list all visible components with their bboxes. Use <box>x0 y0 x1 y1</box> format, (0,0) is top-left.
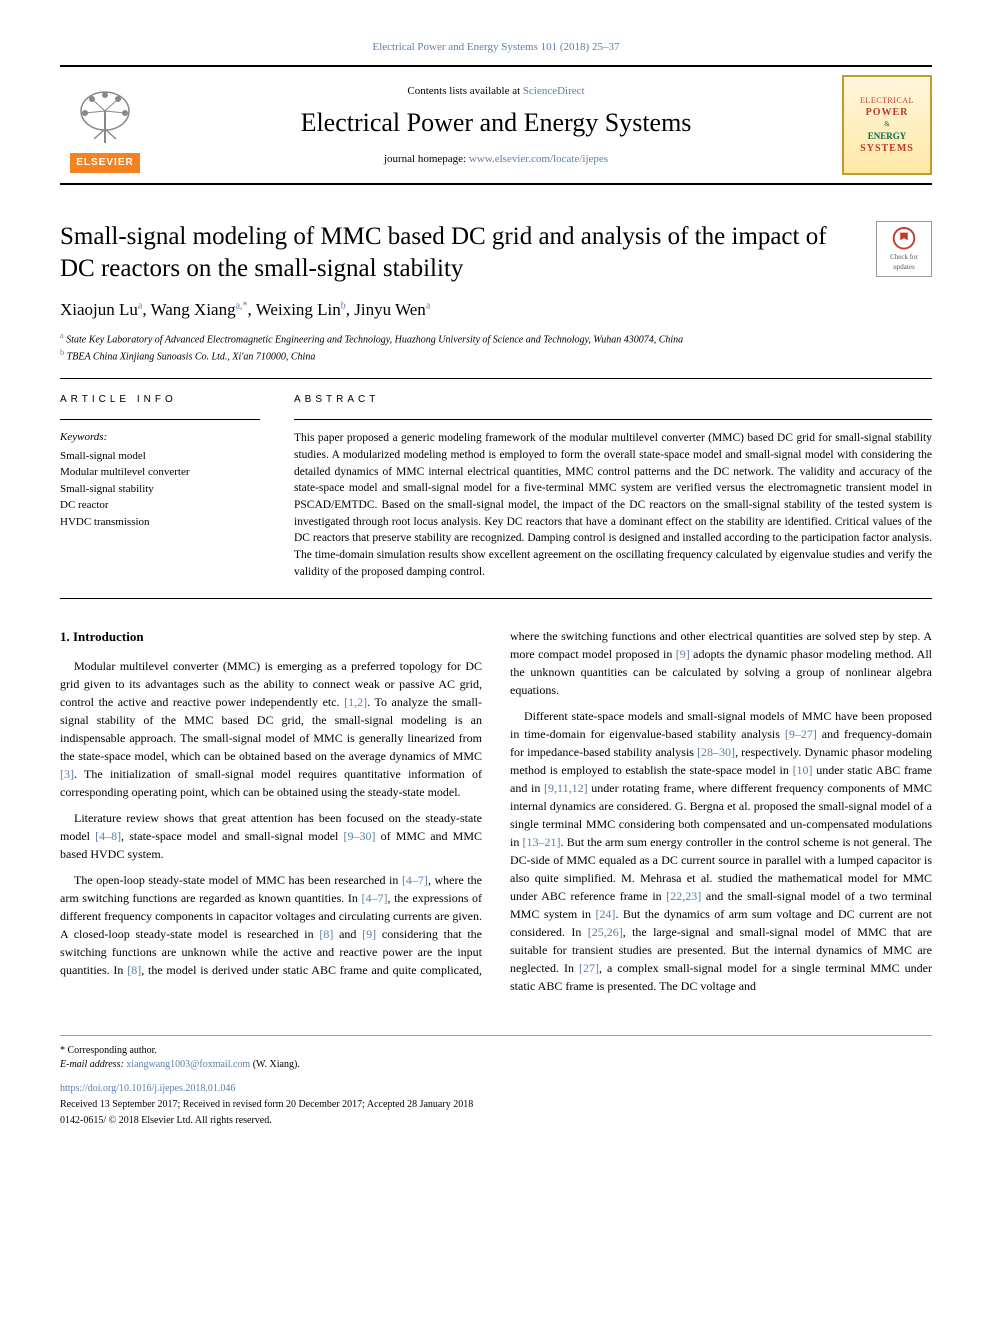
journal-reference-line: Electrical Power and Energy Systems 101 … <box>60 40 932 55</box>
check-updates-label: Check for updates <box>881 253 927 273</box>
ref-4-7a[interactable]: [4–7] <box>402 873 428 887</box>
abstract-text: This paper proposed a generic modeling f… <box>294 430 932 580</box>
journal-reference-link[interactable]: Electrical Power and Energy Systems 101 … <box>373 41 620 53</box>
ref-9a[interactable]: [9] <box>362 927 376 941</box>
email-line: E-mail address: xiangwang1003@foxmail.co… <box>60 1058 932 1072</box>
sciencedirect-link[interactable]: ScienceDirect <box>523 85 585 97</box>
keyword-4: DC reactor <box>60 497 260 514</box>
contents-available-line: Contents lists available at ScienceDirec… <box>166 84 826 99</box>
divider-below-abstract <box>60 598 932 599</box>
keyword-1: Small-signal model <box>60 448 260 465</box>
journal-title: Electrical Power and Energy Systems <box>166 105 826 141</box>
email-who: (W. Xiang). <box>250 1059 300 1070</box>
cover-amp: & <box>884 120 889 130</box>
elsevier-tree-icon <box>70 89 140 149</box>
affiliation-a: a State Key Laboratory of Advanced Elect… <box>60 330 932 347</box>
ref-10[interactable]: [10] <box>793 763 813 777</box>
keyword-2: Modular multilevel converter <box>60 464 260 481</box>
divider-above-abstract <box>60 378 932 379</box>
masthead: ELSEVIER Contents lists available at Sci… <box>60 65 932 185</box>
cover-line-1: ELECTRICAL <box>860 95 914 106</box>
ref-27[interactable]: [27] <box>579 961 599 975</box>
elsevier-logo: ELSEVIER <box>60 77 150 173</box>
keywords-list: Small-signal model Modular multilevel co… <box>60 448 260 531</box>
abstract-panel: ABSTRACT This paper proposed a generic m… <box>294 393 932 580</box>
cover-line-4: SYSTEMS <box>860 142 914 156</box>
ref-9b[interactable]: [9] <box>676 647 690 661</box>
keyword-5: HVDC transmission <box>60 514 260 531</box>
elsevier-wordmark: ELSEVIER <box>70 153 139 173</box>
journal-homepage-line: journal homepage: www.elsevier.com/locat… <box>166 152 826 167</box>
ref-22-23[interactable]: [22,23] <box>666 889 701 903</box>
ref-24[interactable]: [24] <box>595 907 615 921</box>
divider-ai <box>60 419 260 420</box>
ref-9-11-12[interactable]: [9,11,12] <box>544 781 588 795</box>
paper-title: Small-signal modeling of MMC based DC gr… <box>60 221 860 284</box>
author-3-aff: b <box>341 300 346 311</box>
cover-line-2: POWER <box>866 106 909 120</box>
author-4: Jinyu Wen <box>354 300 426 319</box>
author-3: Weixing Lin <box>256 300 341 319</box>
check-updates-icon <box>891 226 917 250</box>
ref-28-30[interactable]: [28–30] <box>697 745 735 759</box>
keyword-3: Small-signal stability <box>60 481 260 498</box>
author-1-aff: a <box>138 300 142 311</box>
journal-cover-thumbnail: ELECTRICAL POWER & ENERGY SYSTEMS <box>842 75 932 175</box>
divider-ab <box>294 419 932 420</box>
doi-link[interactable]: https://doi.org/10.1016/j.ijepes.2018.01… <box>60 1082 932 1096</box>
ref-3[interactable]: [3] <box>60 767 74 781</box>
article-info-panel: ARTICLE INFO Keywords: Small-signal mode… <box>60 393 260 580</box>
ref-9-30[interactable]: [9–30] <box>343 829 375 843</box>
author-1: Xiaojun Lu <box>60 300 138 319</box>
received-dates: Received 13 September 2017; Received in … <box>60 1098 932 1112</box>
intro-para-1: Modular multilevel converter (MMC) is em… <box>60 657 482 801</box>
homepage-prefix: journal homepage: <box>384 153 469 165</box>
article-info-heading: ARTICLE INFO <box>60 393 260 407</box>
authors-line: Xiaojun Lua, Wang Xianga,*, Weixing Linb… <box>60 298 932 322</box>
check-for-updates-badge[interactable]: Check for updates <box>876 221 932 277</box>
section-1-heading: 1. Introduction <box>60 627 482 647</box>
keywords-heading: Keywords: <box>60 430 260 445</box>
email-link[interactable]: xiangwang1003@foxmail.com <box>126 1059 250 1070</box>
cover-line-3: ENERGY <box>868 130 907 143</box>
ref-4-8[interactable]: [4–8] <box>95 829 121 843</box>
ref-1-2[interactable]: [1,2] <box>344 695 367 709</box>
ref-25-26[interactable]: [25,26] <box>588 925 623 939</box>
ref-4-7b[interactable]: [4–7] <box>361 891 387 905</box>
abstract-heading: ABSTRACT <box>294 393 932 407</box>
body-two-column: 1. Introduction Modular multilevel conve… <box>60 627 932 995</box>
email-label: E-mail address: <box>60 1059 126 1070</box>
ref-8a[interactable]: [8] <box>319 927 333 941</box>
author-2-aff: a,* <box>236 300 248 311</box>
ref-13-21[interactable]: [13–21] <box>523 835 561 849</box>
ref-9-27[interactable]: [9–27] <box>785 727 817 741</box>
contents-prefix: Contents lists available at <box>407 85 522 97</box>
author-4-aff: a <box>426 300 430 311</box>
affiliation-b: b TBEA China Xinjiang Sunoasis Co. Ltd.,… <box>60 347 932 364</box>
ref-8b[interactable]: [8] <box>127 963 141 977</box>
footer: * Corresponding author. E-mail address: … <box>60 1035 932 1128</box>
affiliations: a State Key Laboratory of Advanced Elect… <box>60 330 932 365</box>
intro-para-4: Different state-space models and small-s… <box>510 707 932 995</box>
intro-para-2: Literature review shows that great atten… <box>60 809 482 863</box>
copyright-line: 0142-0615/ © 2018 Elsevier Ltd. All righ… <box>60 1114 932 1128</box>
homepage-link[interactable]: www.elsevier.com/locate/ijepes <box>469 153 608 165</box>
corresponding-author: * Corresponding author. <box>60 1044 932 1058</box>
author-2: Wang Xiang <box>151 300 236 319</box>
